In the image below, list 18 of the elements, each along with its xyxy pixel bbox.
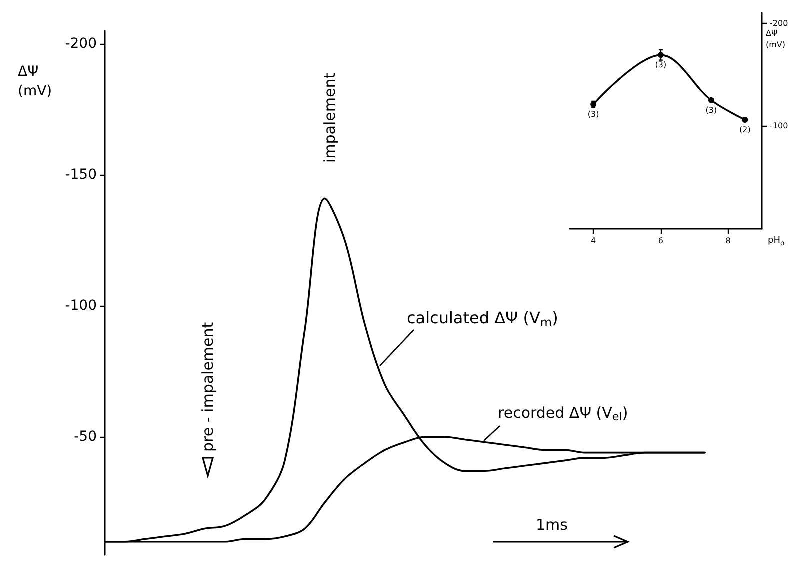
annotation: 1ms — [536, 516, 568, 534]
y-tick-label: -100 — [770, 122, 788, 131]
y-tick-label: -200 — [770, 18, 788, 28]
annotation: impalement — [321, 72, 339, 163]
y-tick-label: -50 — [74, 429, 97, 446]
y-tick-label: -100 — [65, 298, 97, 314]
annotation: (3) — [655, 60, 667, 70]
x-tick-label: 4 — [591, 236, 596, 246]
annotation: (3) — [588, 110, 600, 120]
x-tick-label: 8 — [726, 236, 731, 246]
y-tick-label: -150 — [65, 167, 97, 184]
y-tick-label: -200 — [65, 36, 97, 52]
y-axis-title: ΔΨ (mV) — [18, 64, 52, 100]
annotation: (3) — [706, 106, 718, 115]
y-axis-title: ΔΨ (mV) — [766, 29, 786, 50]
x-tick-label: 6 — [658, 236, 664, 246]
annotation: (2) — [739, 125, 751, 134]
annotation: pre - impalement — [199, 322, 217, 452]
